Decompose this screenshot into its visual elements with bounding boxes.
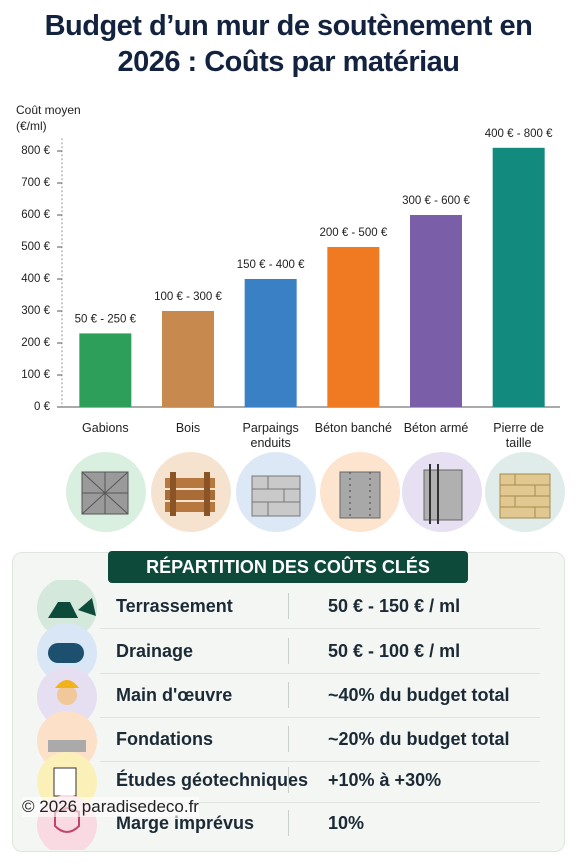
row-value: +10% à +30% xyxy=(328,770,442,790)
bar-annotation: 100 € - 300 € xyxy=(154,291,222,303)
row-value: ~20% du budget total xyxy=(328,729,510,749)
icon-pierre xyxy=(485,452,565,532)
bar xyxy=(244,279,297,407)
icon-beton-banche xyxy=(320,452,400,532)
bar xyxy=(79,333,132,407)
y-tick-label: 700 € xyxy=(21,177,50,189)
row-label: Drainage xyxy=(116,641,194,661)
icon xyxy=(57,685,77,705)
icon-parpaings xyxy=(236,452,316,532)
x-tick-label: Gabions xyxy=(82,421,129,435)
y-tick-label: 500 € xyxy=(21,241,50,253)
icon xyxy=(48,598,96,618)
row-divider xyxy=(100,717,540,718)
chart: 0 € 100 € 200 € 300 € 400 € 500 € 600 € 700 € 80… xyxy=(21,128,560,413)
row-divider xyxy=(100,673,540,674)
bar-annotation: 300 € - 600 € xyxy=(402,195,470,207)
icon-bois xyxy=(151,452,231,532)
icon xyxy=(48,740,86,752)
row-divider xyxy=(100,802,540,803)
icon xyxy=(48,643,84,663)
x-tick-label: Bois xyxy=(175,421,201,435)
row-label: Marge imprévus xyxy=(116,813,255,833)
credit: © 2026 paradisedeco.fr xyxy=(22,797,199,817)
y-tick-label: 600 € xyxy=(21,209,50,221)
bar-annotation: 150 € - 400 € xyxy=(237,259,305,271)
row-value: 50 € - 150 € / ml xyxy=(328,596,461,616)
separator xyxy=(288,726,289,752)
y-tick-label: 0 € xyxy=(34,401,51,413)
bar-annotation: 400 € - 800 € xyxy=(485,128,553,140)
panel-title: RÉPARTITION DES COÛTS CLÉS xyxy=(108,551,468,583)
separator xyxy=(288,682,289,708)
row-value: 10% xyxy=(328,813,365,833)
icon xyxy=(55,680,79,688)
bar xyxy=(327,247,380,407)
bar-annotation: 200 € - 500 € xyxy=(319,227,387,239)
row-label: Main d'œuvre xyxy=(116,685,233,705)
row-value: 50 € - 100 € / ml xyxy=(328,641,461,661)
y-tick-label: 200 € xyxy=(21,337,50,349)
bar xyxy=(410,215,462,407)
y-tick-label: 800 € xyxy=(21,145,50,157)
chart-title: Budget d’un mur de soutènement en 2026 :… xyxy=(44,10,533,78)
separator xyxy=(288,810,289,836)
row-divider xyxy=(100,761,540,762)
y-tick-label: 100 € xyxy=(21,369,50,381)
row-label: Terrassement xyxy=(116,596,233,616)
y-axis-label: Coût moyen (€/ml) xyxy=(16,103,81,133)
row-label: Études géotechniques xyxy=(116,770,309,790)
icon-beton-arme xyxy=(402,452,482,532)
separator xyxy=(288,767,289,793)
y-tick-label: 400 € xyxy=(21,273,50,285)
material-icons xyxy=(66,452,565,532)
x-tick-label: Pierre de taille xyxy=(493,421,545,450)
x-tick-label: Parpaings enduits xyxy=(242,421,299,450)
row-divider xyxy=(100,628,540,629)
icon-gabions xyxy=(66,452,146,532)
row-value: ~40% du budget total xyxy=(328,685,510,705)
bar xyxy=(492,147,545,408)
separator xyxy=(288,593,289,619)
x-tick-label: Béton banché xyxy=(314,421,392,435)
icon xyxy=(53,767,77,797)
y-tick-label: 300 € xyxy=(21,305,50,317)
separator xyxy=(288,638,289,664)
x-tick-label: Béton armé xyxy=(403,421,469,435)
row-label: Fondations xyxy=(116,729,213,749)
bar-annotation: 50 € - 250 € xyxy=(75,313,137,325)
bar xyxy=(162,311,214,407)
